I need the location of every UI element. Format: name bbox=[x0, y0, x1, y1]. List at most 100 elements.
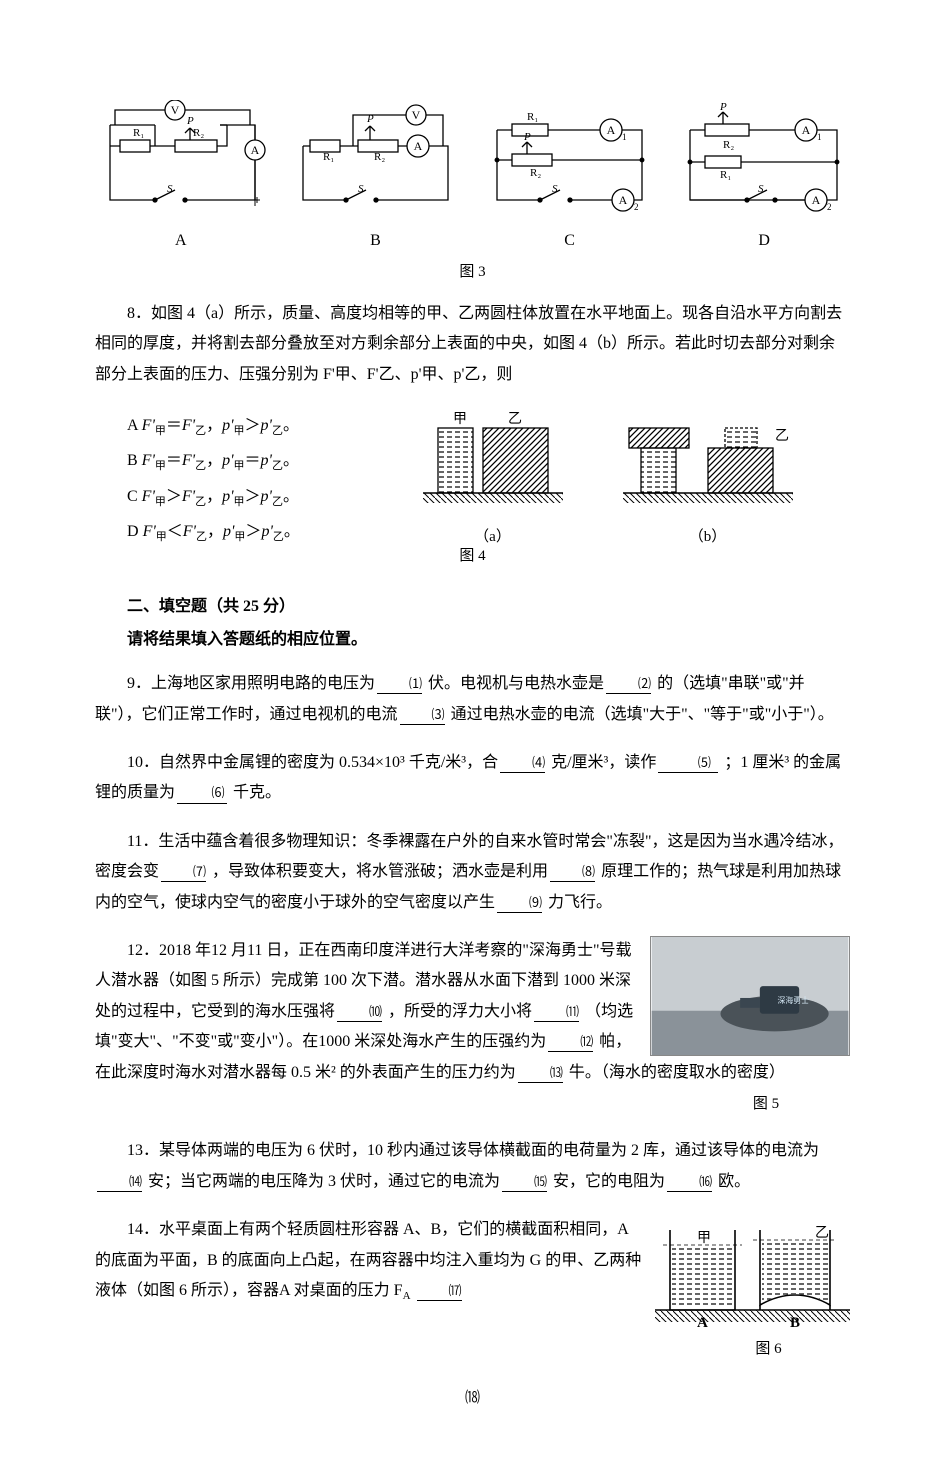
q8-figures: 甲 乙 （a） 乙 （b） bbox=[365, 408, 850, 552]
q13-p2: 安，它的电阻为 bbox=[553, 1173, 665, 1190]
q10-p1: 克/厘米³，读作 bbox=[551, 754, 656, 771]
circuit-d: P R₂ A 1 R₁ S A bbox=[675, 100, 850, 220]
q13-blank1: ⒁ bbox=[97, 1172, 142, 1192]
svg-text:V: V bbox=[171, 103, 180, 117]
q11-p3: 力飞行。 bbox=[548, 894, 612, 911]
svg-text:R₁: R₁ bbox=[323, 151, 334, 163]
q9-blank2: ⑵ bbox=[606, 674, 651, 694]
q10: 10．自然界中金属锂的密度为 0.534×10³ 千克/米³，合⑷ 克/厘米³，… bbox=[95, 748, 850, 809]
svg-text:乙: 乙 bbox=[815, 1225, 829, 1241]
svg-text:S: S bbox=[552, 183, 558, 195]
q13: 13．某导体两端的电压为 6 伏时，10 秒内通过该导体横截面的电荷量为 2 库… bbox=[95, 1136, 850, 1197]
q13-blank2: ⒂ bbox=[502, 1172, 547, 1192]
svg-text:2: 2 bbox=[827, 202, 832, 212]
circuit-c: R₁ A 1 R₂ P A 2 S bbox=[482, 100, 657, 220]
q10-blank2: ⑸ bbox=[658, 753, 718, 773]
circuit-option-labels: A B C D bbox=[95, 226, 850, 256]
svg-text:V: V bbox=[412, 108, 421, 122]
q8-fig-b-cap: （b） bbox=[623, 523, 793, 552]
label-a: A bbox=[175, 226, 187, 256]
q8-intro: 8．如图 4（a）所示，质量、高度均相等的甲、乙两圆柱体放置在水平地面上。现各自… bbox=[95, 299, 850, 390]
svg-text:A: A bbox=[606, 123, 615, 137]
circuit-a: V R₁ P R₂ S bbox=[95, 100, 270, 220]
q12-blank1: ⑽ bbox=[337, 1002, 382, 1022]
q14-p0: 14．水平桌面上有两个轻质圆柱形容器 A、B，它们的横截面积相同，A 的底面为平… bbox=[95, 1221, 641, 1299]
circuit-diagrams-row: V R₁ P R₂ S bbox=[95, 100, 850, 220]
q8-opt-b: B F'甲＝F'乙，p'甲＝p'乙。 bbox=[127, 443, 365, 478]
page-number: ⒅ bbox=[95, 1384, 850, 1413]
svg-text:乙: 乙 bbox=[775, 428, 789, 444]
q9: 9．上海地区家用照明电路的电压为⑴ 伏。电视机与电热水壶是⑵ 的（选填"串联"或… bbox=[95, 669, 850, 730]
fig6-caption: 图 6 bbox=[655, 1335, 850, 1364]
q8-opt-a: A F'甲＝F'乙，p'甲＞p'乙。 bbox=[127, 408, 365, 443]
q12-p1: ，所受的浮力大小将 bbox=[388, 1003, 532, 1020]
svg-text:P: P bbox=[719, 101, 727, 113]
q9-blank3: ⑶ bbox=[400, 705, 445, 725]
svg-text:乙: 乙 bbox=[508, 411, 522, 427]
svg-text:S: S bbox=[167, 183, 173, 195]
q14: 甲 乙 A B 图 6 14．水平桌面上有两个轻质圆柱形容器 A、B，它们的横截… bbox=[95, 1215, 850, 1364]
svg-text:R₁: R₁ bbox=[133, 127, 144, 139]
svg-text:A: A bbox=[251, 143, 260, 157]
q11-p1: ，导致体积要变大，将水管涨破；洒水壶是利用 bbox=[212, 863, 548, 880]
section2-title: 二、填空题（共 25 分） bbox=[95, 592, 850, 622]
q10-blank1: ⑷ bbox=[500, 753, 545, 773]
q12-blank4: ⒀ bbox=[518, 1063, 563, 1083]
q11-blank3: ⑼ bbox=[497, 893, 542, 913]
q11-blank2: ⑻ bbox=[550, 862, 595, 882]
label-d: D bbox=[758, 226, 770, 256]
q8-fig-a: 甲 乙 （a） bbox=[423, 408, 563, 552]
q8-options: A F'甲＝F'乙，p'甲＞p'乙。 B F'甲＝F'乙，p'甲＝p'乙。 C … bbox=[95, 408, 365, 550]
fig3-caption: 图 3 bbox=[95, 258, 850, 287]
q9-p0: 9．上海地区家用照明电路的电压为 bbox=[127, 675, 375, 692]
q9-p1: 伏。电视机与电热水壶是 bbox=[428, 675, 604, 692]
q12: 深海勇士 12．2018 年12 月11 日，正在西南印度洋进行大洋考察的"深海… bbox=[95, 936, 850, 1118]
svg-text:1: 1 bbox=[817, 132, 822, 142]
q8-opt-c: C F'甲＞F'乙，p'甲＞p'乙。 bbox=[127, 479, 365, 514]
q12-blank3: ⑿ bbox=[548, 1032, 593, 1052]
q8-fig-a-cap: （a） bbox=[423, 523, 563, 552]
svg-text:深海勇士: 深海勇士 bbox=[778, 995, 810, 1005]
svg-text:R₂: R₂ bbox=[723, 139, 734, 151]
svg-text:1: 1 bbox=[622, 132, 627, 142]
svg-text:A: A bbox=[802, 123, 811, 137]
circuit-b: R₁ P R₂ A V S bbox=[288, 100, 463, 220]
svg-text:R₂: R₂ bbox=[530, 167, 541, 179]
svg-text:R₁: R₁ bbox=[527, 111, 538, 123]
svg-text:A: A bbox=[618, 193, 627, 207]
svg-text:R₁: R₁ bbox=[720, 169, 731, 181]
q13-p3: 欧。 bbox=[718, 1173, 750, 1190]
svg-text:P: P bbox=[186, 115, 194, 127]
svg-text:R₂: R₂ bbox=[193, 127, 204, 139]
q8-fig-b: 乙 （b） bbox=[623, 408, 793, 552]
svg-text:B: B bbox=[790, 1315, 800, 1331]
label-c: C bbox=[564, 226, 575, 256]
q9-p3: 通过电热水壶的电流（选填"大于"、"等于"或"小于"）。 bbox=[451, 706, 834, 723]
svg-text:S: S bbox=[358, 183, 364, 195]
q10-p0: 10．自然界中金属锂的密度为 0.534×10³ 千克/米³，合 bbox=[127, 754, 498, 771]
q14-figure: 甲 乙 A B 图 6 bbox=[655, 1215, 850, 1364]
svg-text:S: S bbox=[758, 183, 764, 195]
fig5-caption: 图 5 bbox=[650, 1090, 850, 1119]
q13-p1: 安；当它两端的电压降为 3 伏时，通过它的电流为 bbox=[148, 1173, 500, 1190]
svg-text:A: A bbox=[812, 193, 821, 207]
q10-blank3: ⑹ bbox=[177, 783, 227, 803]
q12-photo: 深海勇士 bbox=[650, 936, 850, 1056]
svg-text:甲: 甲 bbox=[697, 1231, 711, 1246]
section2-sub: 请将结果填入答题纸的相应位置。 bbox=[95, 625, 850, 655]
svg-text:A: A bbox=[414, 139, 423, 153]
q9-blank1: ⑴ bbox=[377, 674, 422, 694]
q10-p3: 千克。 bbox=[233, 784, 281, 801]
q8-body: A F'甲＝F'乙，p'甲＞p'乙。 B F'甲＝F'乙，p'甲＝p'乙。 C … bbox=[95, 408, 850, 552]
svg-text:2: 2 bbox=[634, 202, 639, 212]
q8-opt-d: D F'甲＜F'乙，p'甲＞p'乙。 bbox=[127, 514, 365, 549]
q14-sub-a: A bbox=[403, 1290, 411, 1302]
q13-blank3: ⒃ bbox=[667, 1172, 712, 1192]
label-b: B bbox=[370, 226, 381, 256]
q12-blank2: ⑾ bbox=[534, 1002, 579, 1022]
q11-blank1: ⑺ bbox=[161, 862, 206, 882]
svg-text:A: A bbox=[697, 1315, 708, 1331]
q11: 11．生活中蕴含着很多物理知识：冬季裸露在户外的自来水管时常会"冻裂"，这是因为… bbox=[95, 827, 850, 918]
svg-text:P: P bbox=[523, 131, 531, 143]
q13-p0: 13．某导体两端的电压为 6 伏时，10 秒内通过该导体横截面的电荷量为 2 库… bbox=[127, 1142, 819, 1159]
